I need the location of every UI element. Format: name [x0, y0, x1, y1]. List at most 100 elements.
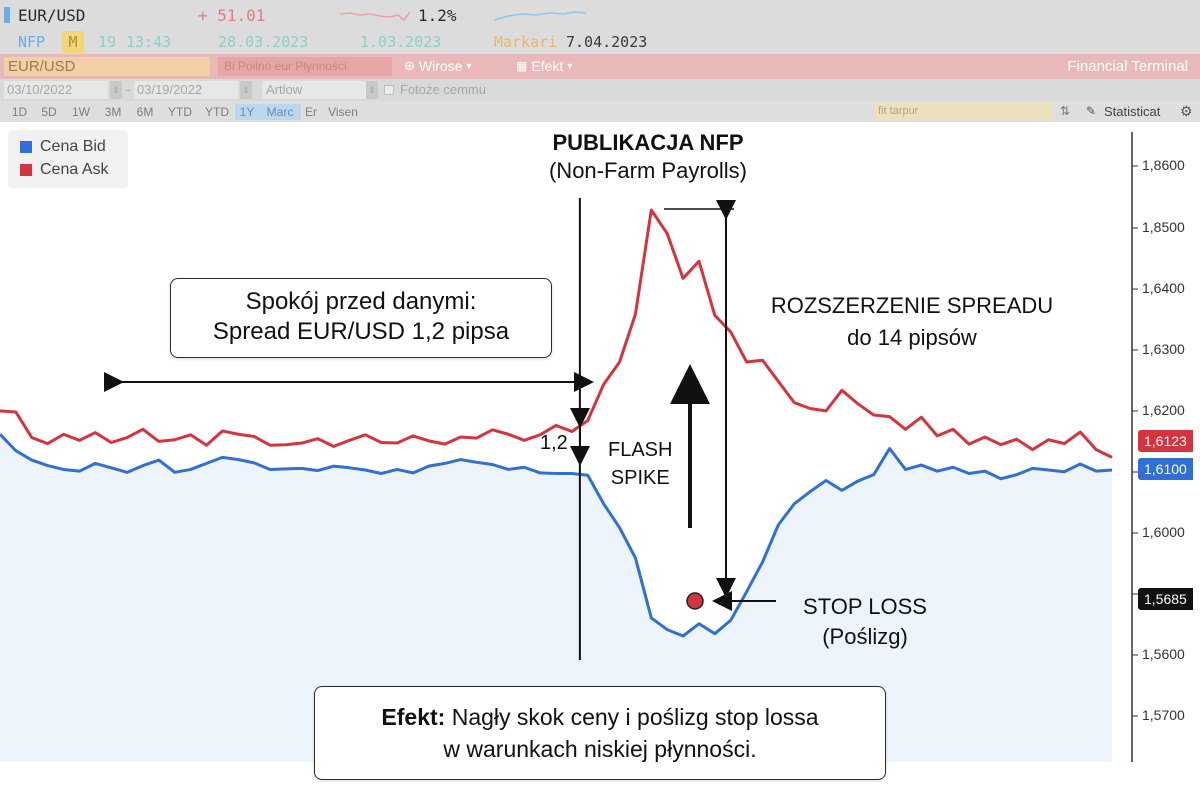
- range-buttons: 1D 5D 1W 3M 6M YTD YTD 1Y Marc Er Visen: [6, 104, 365, 120]
- chevron-down-icon: ▾: [466, 60, 472, 72]
- stop-loss-price-tag: 1,5685: [1138, 588, 1193, 610]
- chart-title-block: PUBLIKACJA NFP (Non-Farm Payrolls): [498, 130, 798, 184]
- legend-label-ask: Cena Ask: [40, 161, 109, 178]
- range-button-5d[interactable]: 5D: [41, 105, 57, 119]
- mode-badge[interactable]: M: [62, 31, 84, 53]
- date-value-1: 28.03.2023: [218, 33, 309, 51]
- range-button-ytd[interactable]: YTD: [205, 105, 229, 119]
- y-tick-label: 1,6400: [1142, 280, 1185, 296]
- y-tick-label: 1,6000: [1142, 524, 1185, 540]
- range-button-1d[interactable]: 1D: [11, 105, 28, 119]
- ticker-symbol[interactable]: EUR/USD: [18, 6, 86, 25]
- effect-line1: Nagły skok ceny i poślizg stop lossa: [445, 704, 819, 730]
- range-selector-bar: 1D 5D 1W 3M 6M YTD YTD 1Y Marc Er Visen fit tarpur…: [0, 101, 1200, 122]
- range-button-1y[interactable]: 1Y: [235, 104, 259, 120]
- stop-loss-line1: STOP LOSS: [803, 594, 927, 619]
- chart-subtitle: (Non-Farm Payrolls): [548, 158, 748, 183]
- event-label: NFP: [18, 33, 46, 51]
- chevron-down-icon: ▾: [567, 60, 573, 72]
- y-tick-label: 1,6300: [1142, 341, 1185, 357]
- legend-swatch-ask: [20, 164, 32, 176]
- day-value: 19: [98, 33, 117, 51]
- filter-input[interactable]: fit tarpur: [874, 102, 1052, 120]
- option-checkbox-label: Fotoże cemmu: [400, 82, 486, 97]
- bid-price-tag: 1,6100: [1138, 458, 1193, 480]
- liquidity-tab[interactable]: Bi Poiino eur Płynności: [218, 57, 392, 76]
- effect-callout: Efekt: Nagły skok ceny i poślizg stop lo…: [314, 686, 886, 780]
- ticker-change-pct: 1.2%: [418, 6, 457, 25]
- date-from-input[interactable]: 03/10/2022: [4, 81, 108, 99]
- legend-swatch-bid: [20, 141, 32, 153]
- sparkline-blue-icon: [494, 11, 586, 21]
- date-to-input[interactable]: 03/19/2022: [134, 81, 238, 99]
- range-button-er[interactable]: Er: [305, 105, 317, 119]
- symbol-marker-icon: [4, 7, 10, 23]
- sparkline-red-icon: [340, 11, 410, 22]
- range-button-3m[interactable]: 3M: [104, 105, 122, 119]
- app-title: Financial Terminal: [1067, 58, 1188, 75]
- stop-loss-marker: [686, 592, 704, 610]
- date-to-stepper-icon[interactable]: ⇕: [240, 81, 252, 99]
- calm-callout: Spokój przed danymi: Spread EUR/USD 1,2 …: [170, 278, 552, 358]
- calendar-icon: ▦: [516, 59, 528, 73]
- date-separator: -: [126, 82, 131, 97]
- bid-series-line: [0, 433, 1113, 638]
- wirose-menu-label: Wirose: [418, 58, 463, 74]
- stop-loss-label: STOP LOSS (Poślizg): [790, 592, 940, 652]
- effect-bold-label: Efekt:: [381, 704, 446, 730]
- efekt-menu[interactable]: ▦ Efekt ▾: [516, 58, 572, 74]
- bid-area-fill: [0, 434, 1112, 762]
- globe-icon: ⊕: [404, 58, 415, 73]
- price-chart: [0, 132, 1138, 762]
- stop-loss-line2: (Poślizg): [822, 624, 908, 649]
- range-button-ytd[interactable]: YTD: [168, 105, 192, 119]
- calm-callout-line2: Spread EUR/USD 1,2 pipsa: [212, 318, 510, 345]
- y-tick-label: 1,6200: [1142, 402, 1185, 418]
- spread-widening-label: ROZSZERZENIE SPREADU do 14 pipsów: [742, 290, 1082, 354]
- spread-widening-line1: ROZSZERZENIE SPREADU: [770, 293, 1054, 318]
- artlow-field[interactable]: Artlow: [262, 81, 368, 99]
- sliders-icon[interactable]: ⇅: [1060, 104, 1071, 118]
- symbol-input[interactable]: EUR/USD: [4, 57, 210, 76]
- flash-spike-label: FLASH SPIKE: [608, 436, 672, 492]
- flash-spike-line2: SPIKE: [610, 467, 670, 489]
- artlow-stepper-icon[interactable]: ⇕: [366, 81, 378, 99]
- flash-spike-line1: FLASH: [608, 439, 673, 461]
- y-tick-label: 1,8600: [1142, 157, 1185, 173]
- legend-label-bid: Cena Bid: [40, 138, 106, 155]
- settings-gear-icon[interactable]: ⚙: [1180, 103, 1193, 119]
- ticker-strip: EUR/USD + 51.01 1.2%: [0, 0, 1200, 30]
- date-range-bar: 03/10/2022 ⇕ - 03/19/2022 ⇕ Artlow ⇕ Fot…: [0, 79, 1200, 101]
- range-button-marc[interactable]: Marc: [259, 104, 301, 120]
- effect-line2: w warunkach niskiej płynności.: [443, 736, 757, 762]
- ask-series-line: [0, 208, 1113, 459]
- y-tick-label: 1,8500: [1142, 219, 1185, 235]
- spread-small-label: 1,2: [540, 432, 568, 454]
- legend-item-ask[interactable]: Cena Ask: [20, 161, 108, 179]
- option-checkbox[interactable]: [384, 85, 394, 95]
- range-button-visen[interactable]: Visen: [328, 105, 358, 119]
- range-button-1w[interactable]: 1W: [72, 105, 90, 119]
- ticker-change: + 51.01: [198, 6, 266, 25]
- efekt-menu-label: Efekt: [531, 58, 564, 74]
- date-value-2: 1.03.2023: [360, 33, 442, 51]
- ask-price-tag: 1,6123: [1138, 430, 1193, 452]
- y-tick-label: 1,5700: [1142, 707, 1185, 723]
- chart-legend: Cena Bid Cena Ask: [8, 130, 128, 188]
- date-value-3: 7.04.2023: [566, 33, 648, 51]
- stats-label[interactable]: Statisticat: [1104, 104, 1161, 119]
- legend-item-bid[interactable]: Cena Bid: [20, 138, 106, 156]
- range-button-6m[interactable]: 6M: [136, 105, 154, 119]
- wirose-menu[interactable]: ⊕ Wirose ▾: [404, 58, 472, 74]
- y-tick-label: 1,5600: [1142, 646, 1185, 662]
- market-label: Markari: [494, 33, 558, 51]
- spread-widening-line2: do 14 pipsów: [847, 325, 977, 350]
- calm-callout-line1: Spokój przed danymi:: [245, 288, 477, 315]
- date-from-stepper-icon[interactable]: ⇕: [110, 81, 122, 99]
- chart-title: PUBLIKACJA NFP: [552, 130, 744, 155]
- time-value: 13:43: [126, 33, 172, 51]
- pin-icon[interactable]: ✎: [1086, 104, 1097, 118]
- event-info-bar: NFP M 19 13:43 28.03.2023 1.03.2023 Mark…: [0, 30, 1200, 54]
- main-toolbar: EUR/USD Bi Poiino eur Płynności ⊕ Wirose…: [0, 54, 1200, 79]
